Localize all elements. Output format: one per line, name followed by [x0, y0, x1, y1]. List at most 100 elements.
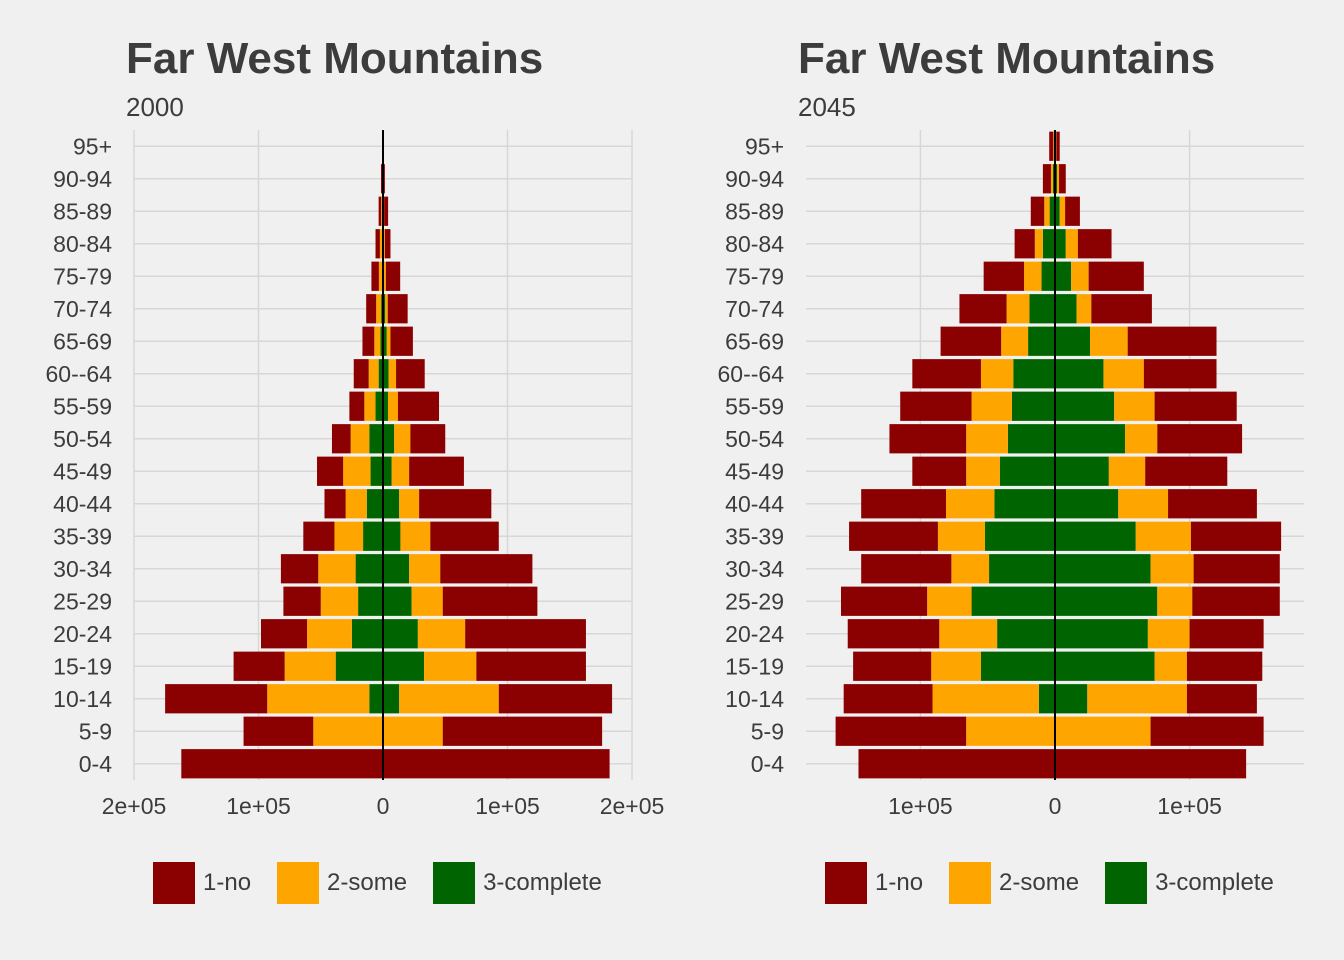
bar-2-some-left-15-19 — [931, 651, 981, 681]
bar-2-some-right-40-44 — [399, 489, 420, 519]
y-tick-label: 25-29 — [53, 588, 112, 614]
bar-2-some-left-75-79 — [378, 261, 383, 291]
bar-3-complete-left-55-59 — [1011, 391, 1055, 421]
bar-1-no-right-0-4 — [1055, 749, 1247, 779]
bar-1-no-right-95+ — [1056, 131, 1060, 161]
bar-2-some-right-5-9 — [383, 716, 443, 746]
bar-1-no-left-30-34 — [861, 554, 952, 584]
bar-3-complete-left-25-29 — [358, 586, 383, 616]
bar-2-some-right-90-94 — [1057, 164, 1060, 194]
bar-1-no-right-5-9 — [442, 716, 603, 746]
bar-1-no-right-60--64 — [1143, 359, 1217, 389]
y-tick-label: 85-89 — [53, 198, 112, 224]
bar-2-some-left-50-54 — [966, 424, 1008, 454]
bar-1-no-left-0-4 — [181, 749, 383, 779]
bar-2-some-right-85-89 — [1059, 196, 1066, 226]
bar-1-no-right-5-9 — [1150, 716, 1264, 746]
bar-2-some-left-65-69 — [1001, 326, 1029, 356]
bar-2-some-left-40-44 — [945, 489, 995, 519]
bar-3-complete-right-25-29 — [383, 586, 412, 616]
bar-3-complete-right-75-79 — [1055, 261, 1072, 291]
bar-3-complete-left-15-19 — [980, 651, 1055, 681]
bar-3-complete-left-35-39 — [363, 521, 383, 551]
bar-1-no-right-30-34 — [1193, 554, 1280, 584]
legend-item: 1-no — [825, 862, 923, 904]
bar-1-no-right-35-39 — [1190, 521, 1282, 551]
bar-2-some-right-45-49 — [1108, 456, 1146, 486]
bar-3-complete-left-55-59 — [375, 391, 383, 421]
bar-2-some-left-40-44 — [345, 489, 367, 519]
bar-3-complete-right-35-39 — [383, 521, 401, 551]
y-tick-labels: 0-4 5-9 10-14 15-19 20-24 25-29 30-34 35-39 40-4… — [718, 133, 785, 777]
population-pyramid-plot: 0-4 5-9 10-14 15-19 20-24 25-29 30-34 35-39 40-4… — [718, 130, 1304, 819]
y-tick-label: 60--64 — [46, 361, 113, 387]
bar-1-no-left-30-34 — [280, 554, 319, 584]
bar-2-some-right-15-19 — [424, 651, 477, 681]
y-tick-label: 65-69 — [53, 328, 112, 354]
bar-2-some-right-5-9 — [1055, 716, 1151, 746]
bar-3-complete-right-25-29 — [1055, 586, 1158, 616]
bar-2-some-left-75-79 — [1024, 261, 1042, 291]
bar-3-complete-right-35-39 — [1055, 521, 1136, 551]
bar-1-no-right-55-59 — [397, 391, 440, 421]
x-tick-labels: 2e+05 1e+05 0 1e+05 2e+05 — [102, 793, 665, 819]
bar-2-some-left-20-24 — [939, 619, 998, 649]
y-tick-label: 0-4 — [751, 751, 784, 777]
bar-3-complete-left-45-49 — [999, 456, 1055, 486]
bar-3-complete-right-50-54 — [1055, 424, 1125, 454]
bar-3-complete-right-20-24 — [1055, 619, 1148, 649]
legend-key — [825, 862, 867, 904]
bar-2-some-right-70-74 — [1076, 294, 1092, 324]
bar-3-complete-right-70-74 — [383, 294, 386, 324]
bar-2-some-left-70-74 — [1006, 294, 1030, 324]
y-tick-label: 55-59 — [725, 393, 784, 419]
bar-2-some-right-55-59 — [1114, 391, 1155, 421]
bar-1-no-right-70-74 — [1091, 294, 1152, 324]
bar-2-some-left-55-59 — [364, 391, 376, 421]
bar-2-some-right-70-74 — [385, 294, 388, 324]
y-tick-label: 45-49 — [53, 458, 112, 484]
population-pyramid-plot: 0-4 5-9 10-14 15-19 20-24 25-29 30-34 35-39 40-4… — [46, 130, 665, 819]
legend-item: 3-complete — [433, 862, 602, 904]
bar-3-complete-right-70-74 — [1055, 294, 1077, 324]
bar-1-no-right-10-14 — [1186, 684, 1257, 714]
y-tick-label: 5-9 — [79, 718, 112, 744]
bar-3-complete-right-60--64 — [383, 359, 389, 389]
bar-2-some-left-55-59 — [971, 391, 1012, 421]
bar-1-no-left-60--64 — [912, 359, 981, 389]
bar-3-complete-left-60--64 — [378, 359, 383, 389]
bar-2-some-left-45-49 — [966, 456, 1000, 486]
legend-key — [949, 862, 992, 904]
y-tick-label: 55-59 — [53, 393, 112, 419]
y-tick-label: 60--64 — [718, 361, 785, 387]
y-tick-label: 30-34 — [53, 556, 112, 582]
bar-1-no-right-0-4 — [383, 749, 610, 779]
bar-2-some-right-75-79 — [1071, 261, 1089, 291]
legend-label: 1-no — [203, 869, 252, 896]
bar-3-complete-left-40-44 — [366, 489, 383, 519]
bar-1-no-left-35-39 — [849, 521, 938, 551]
bar-3-complete-right-20-24 — [383, 619, 418, 649]
bar-2-some-right-60--64 — [388, 359, 397, 389]
bar-3-complete-right-45-49 — [383, 456, 392, 486]
bar-2-some-right-45-49 — [391, 456, 410, 486]
bar-3-complete-right-40-44 — [383, 489, 400, 519]
x-tick-label: 0 — [1049, 793, 1062, 819]
bar-1-no-left-20-24 — [260, 619, 308, 649]
y-tick-label: 20-24 — [725, 621, 784, 647]
bar-2-some-right-80-84 — [1065, 229, 1078, 259]
bar-3-complete-left-30-34 — [355, 554, 383, 584]
bar-1-no-left-40-44 — [324, 489, 346, 519]
bar-2-some-left-85-89 — [381, 196, 383, 226]
y-tick-label: 45-49 — [725, 458, 784, 484]
bar-3-complete-right-90-94 — [1055, 164, 1058, 194]
legend-label: 3-complete — [483, 869, 602, 896]
bar-2-some-left-80-84 — [1034, 229, 1043, 259]
bar-3-complete-left-45-49 — [370, 456, 383, 486]
bar-2-some-left-10-14 — [932, 684, 1039, 714]
bar-1-no-left-60--64 — [353, 359, 369, 389]
y-tick-labels: 0-4 5-9 10-14 15-19 20-24 25-29 30-34 35-39 40-4… — [46, 133, 113, 777]
bar-3-complete-left-80-84 — [1042, 229, 1055, 259]
bar-3-complete-right-30-34 — [1055, 554, 1151, 584]
x-tick-label: 0 — [377, 793, 390, 819]
